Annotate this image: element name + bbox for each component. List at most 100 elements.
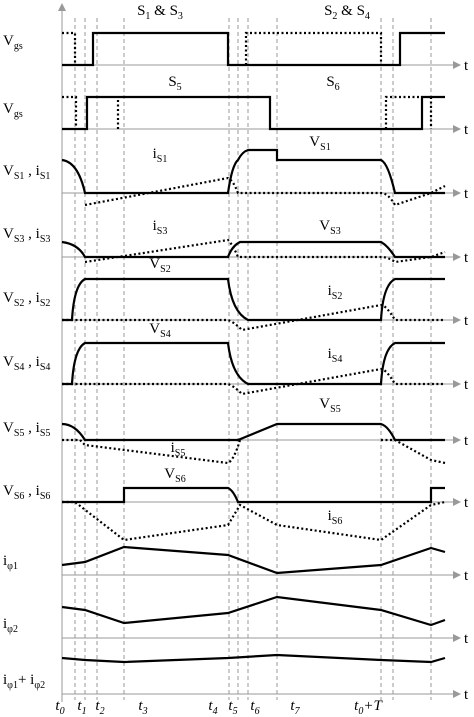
waveform-dotted [62,438,446,465]
text-part: & S [337,3,365,19]
subscript: S4 [160,329,171,340]
subscript: S3 [157,226,168,237]
subscript: S4 [332,354,343,365]
subscript: S6 [40,491,51,502]
subscript: φ1 [7,680,18,691]
text-part: i [3,553,7,569]
gate-label: S1 & S3 [137,3,183,22]
time-label: t1 [77,698,86,717]
subscript: 3 [178,11,183,22]
time-label: t0 [55,698,64,717]
text-part: i [171,440,175,456]
row-label: Vgs [3,33,23,52]
axis-label: t [464,186,469,202]
waveform-label: VS4 [149,321,170,340]
row-label: VS2 , iS2 [3,290,50,309]
text-part: S [137,3,145,19]
axis-label: t [464,687,469,703]
row-label: VS5 , iS5 [3,420,50,439]
text-part: V [3,483,14,499]
waveform-dotted [62,303,445,332]
time-label: t4 [208,698,217,717]
axis-label: t [464,313,469,329]
waveform-label: iS6 [328,508,343,527]
subscript: S2 [40,298,51,309]
waveform-label: VS5 [319,396,340,415]
subscript: S2 [160,264,171,275]
subscript: 1 [145,11,150,22]
subscript: S1 [40,171,51,182]
row-label: iφ1 [3,553,18,572]
waveform [61,653,446,664]
row-label: VS3 , iS3 [3,226,50,245]
axis-label: t [464,377,469,393]
text-part: , i [24,354,39,370]
waveform-label: iS3 [153,218,168,237]
subscript: gs [14,41,23,52]
row-label: iφ1+ iφ2 [3,672,45,691]
subscript: 5 [177,82,182,93]
subscript: φ2 [34,680,45,691]
subscript: S5 [175,448,186,459]
subscript: 0 [358,706,363,717]
waveform-label: VS1 [309,134,330,153]
subscript: 6 [255,706,260,717]
subscript: gs [14,109,23,120]
subscript: S6 [14,491,25,502]
time-label: t6 [250,698,259,717]
subscript: S3 [14,234,25,245]
time-label: t3 [138,698,147,717]
text-part: i [328,346,332,362]
row-label: VS1 , iS1 [3,163,50,182]
axis-label: t [464,58,469,74]
waveform-dotted [84,176,446,207]
waveform [62,341,445,386]
waveform-dotted [62,500,446,542]
text-part: , i [24,163,39,179]
time-label: t2 [95,698,104,717]
axis-label: t [464,122,469,138]
waveform-label: iS2 [328,283,343,302]
text-part: , i [24,483,39,499]
text-part: i [328,508,332,524]
waveform-label: VS3 [319,218,340,237]
row-label: iφ2 [3,616,18,635]
subscript: S1 [320,142,331,153]
text-part: V [3,420,14,436]
axis-label: t [464,568,469,584]
axis-label: t [464,250,469,266]
subscript: 1 [82,706,87,717]
subscript: S2 [332,291,343,302]
waveform-dotted [62,367,445,396]
text-part: i [328,283,332,299]
waveform [61,545,446,575]
text-part: V [149,256,160,272]
subscript: S5 [330,404,341,415]
subscript: 2 [332,11,337,22]
text-part: V [309,134,320,150]
row-label: VS6 , iS6 [3,483,50,502]
waveform-label: iS5 [171,440,186,459]
axis-label: t [464,433,469,449]
text-part: V [319,218,330,234]
subscript: 7 [295,706,301,717]
text-part: V [3,290,14,306]
text-part: S [324,3,332,19]
text-part: t [77,698,82,714]
waveform [62,486,445,504]
waveform [62,277,445,322]
text-part: t [208,698,213,714]
text-part: i [153,146,157,162]
text-part: t [250,698,255,714]
time-label: t0+T [354,698,383,717]
subscript: S5 [14,428,25,439]
subscript: 5 [233,706,238,717]
text-part: & S [150,3,178,19]
waveform [61,240,445,259]
waveform [61,148,445,195]
text-part: V [3,354,14,370]
gate-label: S6 [326,74,339,93]
subscript: S3 [330,226,341,237]
subscript: 2 [100,706,105,717]
text-part: t [95,698,100,714]
